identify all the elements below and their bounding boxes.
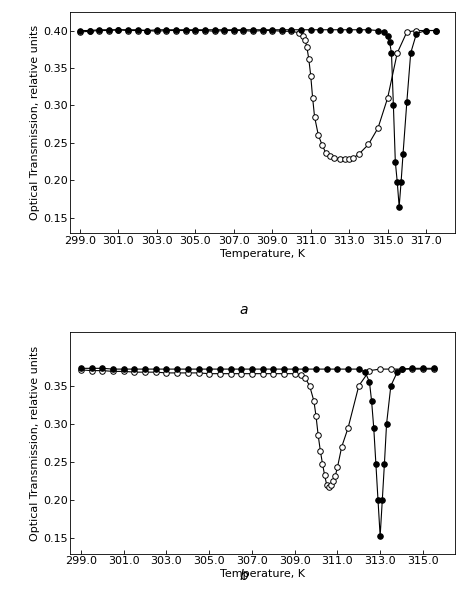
Y-axis label: Optical Transmission, relative units: Optical Transmission, relative units bbox=[30, 25, 40, 220]
Text: a: a bbox=[240, 303, 248, 317]
X-axis label: Temperature, K: Temperature, K bbox=[220, 249, 305, 259]
X-axis label: Temperature, K: Temperature, K bbox=[220, 569, 305, 579]
Text: b: b bbox=[240, 569, 248, 583]
Y-axis label: Optical Transmission, relative units: Optical Transmission, relative units bbox=[30, 346, 40, 541]
